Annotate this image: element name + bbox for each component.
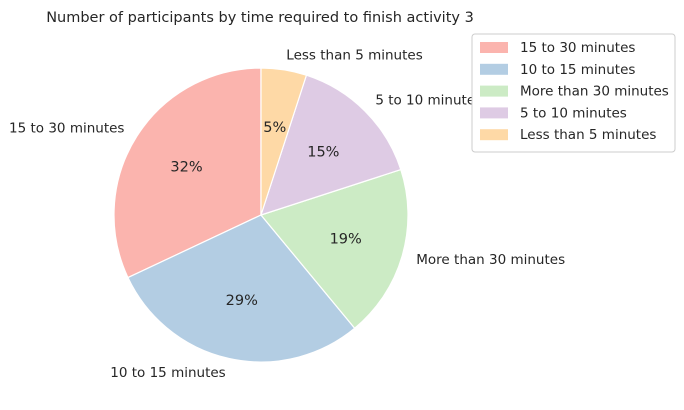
legend-label-15-to-30-minutes: 15 to 30 minutes bbox=[520, 40, 635, 56]
legend-swatch-less-than-5-minutes bbox=[480, 129, 508, 141]
slice-labels: 15 to 30 minutes 10 to 15 minutes More tha… bbox=[9, 47, 565, 381]
pct-label-15-to-30-minutes: 32% bbox=[170, 160, 202, 176]
legend-label-more-than-30-minutes: More than 30 minutes bbox=[520, 84, 669, 100]
pie-slice-less-than-5-minutes bbox=[260, 67, 308, 216]
pie-slice-more-than-30-minutes bbox=[259, 168, 409, 330]
slice-label-15-to-30-minutes: 15 to 30 minutes bbox=[9, 120, 124, 136]
slice-label-5-to-10-minutes: 5 to 10 minutes bbox=[375, 93, 482, 109]
percentage-labels: 32% 29% 19% 15% 5% bbox=[170, 120, 361, 309]
legend-label-10-to-15-minutes: 10 to 15 minutes bbox=[520, 62, 635, 78]
legend-frame bbox=[471, 33, 676, 153]
chart-title: Number of participants by time required … bbox=[46, 10, 474, 26]
legend-swatch-10-to-15-minutes bbox=[480, 63, 508, 75]
slice-label-less-than-5-minutes: Less than 5 minutes bbox=[286, 47, 422, 63]
pie-slice-5-to-10-minutes bbox=[260, 74, 402, 216]
pct-label-10-to-15-minutes: 29% bbox=[226, 293, 258, 309]
legend-swatch-5-to-10-minutes bbox=[480, 107, 508, 119]
pct-label-less-than-5-minutes: 5% bbox=[263, 120, 286, 136]
legend-swatch-more-than-30-minutes bbox=[480, 85, 508, 97]
legend-label-5-to-10-minutes: 5 to 10 minutes bbox=[520, 105, 627, 121]
slice-label-10-to-15-minutes: 10 to 15 minutes bbox=[110, 365, 225, 381]
pie-slice-15-to-30-minutes bbox=[113, 67, 262, 279]
pct-label-more-than-30-minutes: 19% bbox=[330, 232, 362, 248]
pct-label-5-to-10-minutes: 15% bbox=[307, 145, 339, 161]
slice-label-more-than-30-minutes: More than 30 minutes bbox=[416, 252, 565, 268]
legend: 15 to 30 minutes 10 to 15 minutes More tha… bbox=[471, 33, 676, 153]
pie-slice-10-to-15-minutes bbox=[127, 214, 356, 363]
legend-label-less-than-5-minutes: Less than 5 minutes bbox=[520, 127, 656, 143]
legend-swatch-15-to-30-minutes bbox=[480, 42, 508, 53]
pie-slices bbox=[113, 67, 409, 363]
